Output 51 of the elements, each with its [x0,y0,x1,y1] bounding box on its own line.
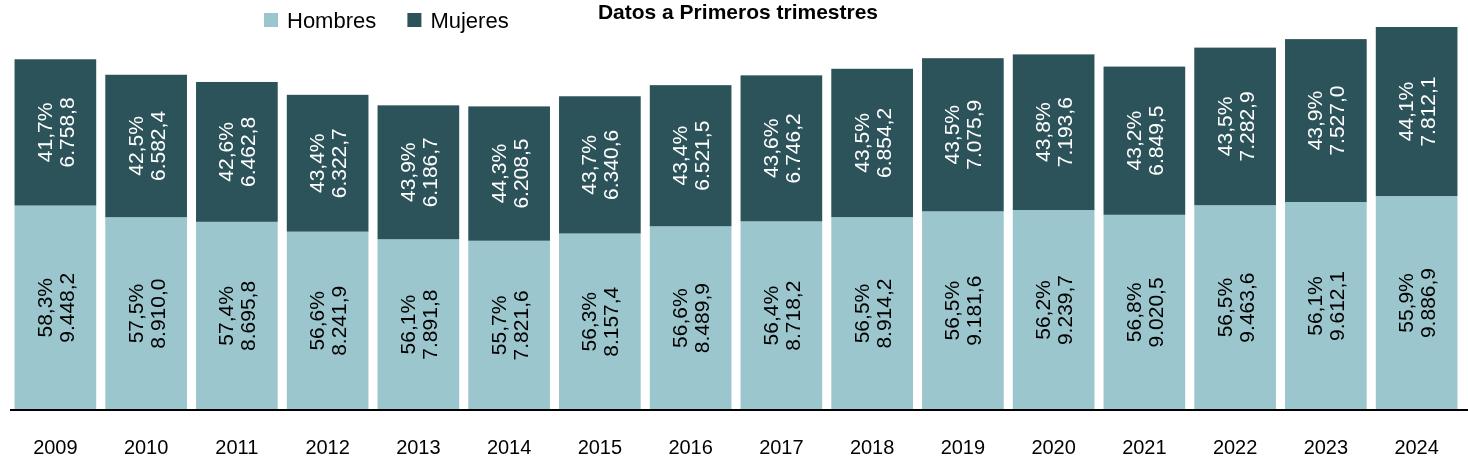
data-label: 44,1% 7.812,1 [1394,76,1440,147]
data-label: 56,2% 9.239,7 [1031,274,1077,346]
data-label: 56,1% 7.891,8 [395,289,441,360]
data-label: 56,5% 8.914,2 [849,278,895,349]
x-tick-label: 2011 [215,436,259,458]
data-label: 55,9% 9.886,9 [1394,267,1440,339]
x-tick-label: 2019 [940,436,986,458]
data-label: 58,3% 9.448,2 [32,272,78,343]
data-label: 42,6% 6.462,8 [214,116,260,187]
data-label: 43,8% 7.193,6 [1031,97,1077,168]
data-label: 43,2% 6.849,5 [1121,105,1167,176]
data-label: 56,5% 9.181,6 [940,275,986,346]
data-label: 56,1% 9.612,1 [1303,270,1349,342]
data-label: 56,3% 8.157,4 [577,286,623,357]
x-tick-label: 2009 [33,436,78,458]
x-tick-label: 2016 [668,436,713,458]
data-label: 43,7% 6.340,6 [577,129,623,200]
x-tick-label: 2012 [305,436,350,458]
x-tick-label: 2021 [1122,436,1167,458]
data-label: 56,5% 9.463,6 [1212,272,1258,343]
x-tick-label: 2018 [849,436,895,458]
x-tick-label: 2022 [1212,436,1258,458]
data-label: 56,6% 8.241,9 [305,285,351,356]
data-label: 57,4% 8.695,8 [214,280,260,351]
legend-label: Hombres [287,7,377,33]
data-label: 56,6% 8.489,9 [668,283,714,354]
data-label: 43,9% 6.186,7 [395,137,441,208]
data-label: 41,7% 6.758,8 [32,97,78,168]
data-label: 55,7% 7.821,6 [486,290,532,361]
x-tick-label: 2015 [577,436,623,458]
x-tick-label: 2020 [1031,436,1076,458]
data-label: 43,5% 6.854,2 [849,107,895,178]
data-label: 43,4% 6.521,5 [668,120,714,191]
data-label: 43,5% 7.075,9 [940,99,986,170]
data-label: 43,5% 7.282,9 [1212,91,1258,162]
data-label: 56,4% 8.718,2 [758,280,804,351]
data-label: 43,6% 6.746,2 [758,113,804,184]
data-label: 42,5% 6.582,4 [123,110,169,182]
x-tick-label: 2024 [1394,436,1439,458]
chart-title: Datos a Primeros trimestres [597,0,879,23]
x-tick-label: 2014 [486,436,532,458]
data-label: 43,4% 6.322,7 [305,128,351,199]
legend-label: Mujeres [430,7,509,33]
x-tick-label: 2013 [396,436,441,458]
data-label: 56,8% 9.020,5 [1121,277,1167,348]
data-label: 57,5% 8.910,0 [123,278,169,349]
data-label: 44,3% 6.208,5 [486,138,532,209]
x-tick-label: 2017 [759,436,804,458]
data-label: 43,9% 7.527,0 [1303,85,1349,156]
x-tick-label: 2023 [1303,436,1349,458]
x-tick-label: 2010 [123,436,169,458]
